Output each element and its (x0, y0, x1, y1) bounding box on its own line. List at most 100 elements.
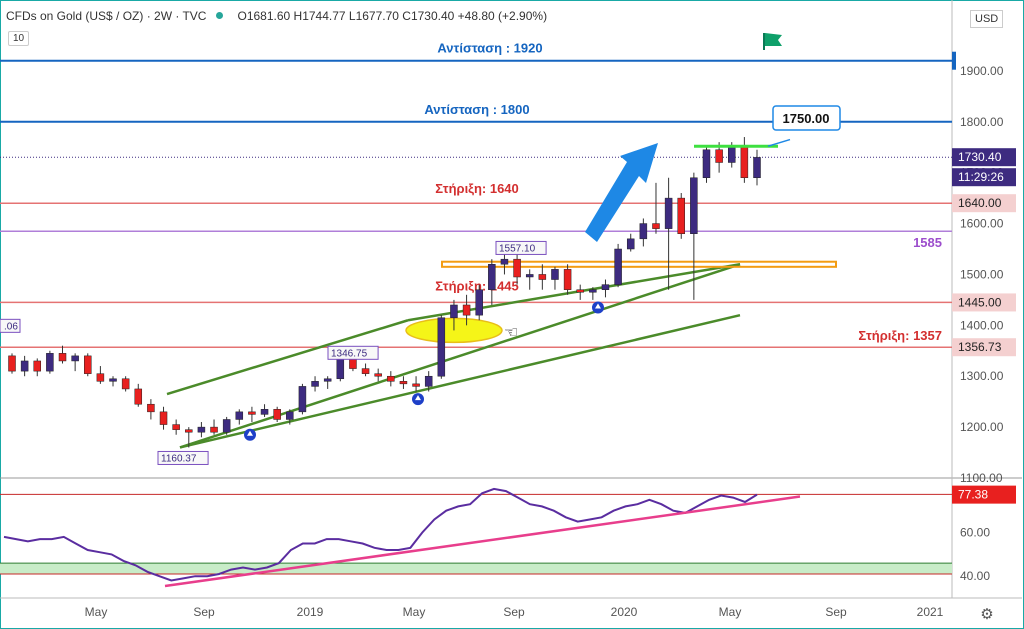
mark-low-box (157, 450, 209, 465)
rsi-tick: 40.00 (960, 569, 990, 583)
candle-body (298, 386, 307, 413)
candle-body (248, 411, 256, 415)
candle-body (286, 411, 294, 420)
time-tick: 2019 (297, 605, 324, 619)
candle-body (58, 353, 67, 362)
candle-body (33, 360, 42, 372)
level-label-1585: 1585 (913, 235, 942, 250)
price-label-box (952, 148, 1016, 167)
symbol-title[interactable]: CFDs on Gold (US$ / OZ) · 2W · TVC (6, 9, 207, 23)
time-tick: May (403, 605, 426, 619)
indicator-badge[interactable]: 10 (8, 31, 30, 46)
candle-body (500, 258, 509, 265)
resistance-label-1800: Αντίσταση : 1800 (424, 102, 529, 117)
price-tick: 1100.00 (960, 471, 1003, 485)
candle-body (626, 238, 635, 250)
candle-body (412, 383, 420, 387)
candle-body (727, 146, 736, 163)
callout-pointer (767, 138, 791, 147)
signal-up-arrow-icon (595, 303, 601, 309)
channel-upper-line (166, 319, 409, 396)
candle-body (424, 375, 433, 387)
resistance-zone-box (441, 260, 837, 268)
candle-body (551, 269, 559, 280)
support-label-1445: Στήριξη: 1445 (435, 278, 519, 293)
price-tick: 1400.00 (960, 318, 1004, 332)
candle-body (361, 368, 370, 374)
support-label-1640: Στήριξη: 1640 (435, 181, 519, 196)
candle-body (46, 353, 54, 372)
time-tick: Sep (825, 605, 847, 619)
rsi-value-box (952, 485, 1016, 504)
rsi-trendline (164, 495, 801, 588)
chart-legend[interactable]: CFDs on Gold (US$ / OZ) · 2W · TVC O1681.… (6, 9, 547, 23)
price-label: 1640.00 (958, 196, 1002, 210)
resistance-label-1920: Αντίσταση : 1920 (437, 41, 542, 56)
candle-body (753, 157, 761, 179)
candle-body (462, 304, 471, 316)
candle-body (437, 317, 446, 377)
candle-body (172, 424, 180, 430)
time-tick: Sep (193, 605, 215, 619)
currency-button[interactable]: USD (970, 10, 1004, 28)
hand-cursor-icon: ☜ (504, 324, 518, 341)
candle-body (488, 264, 496, 290)
candle-body (589, 289, 597, 293)
price-tick: 1900.00 (960, 64, 1004, 78)
candle-body (538, 274, 547, 280)
candle-body (197, 426, 206, 433)
trend-arrow-icon (585, 143, 658, 242)
price-label-box (952, 168, 1016, 187)
mark-left: .06 (4, 321, 18, 332)
candle-body (8, 355, 16, 372)
candle-body (576, 289, 584, 293)
candle-body (235, 411, 244, 420)
candle-body (715, 149, 723, 163)
rsi-oversold-band (0, 563, 952, 574)
price-label: 1730.40 (958, 150, 1002, 164)
price-tick: 1600.00 (960, 217, 1004, 231)
candle-body (222, 419, 231, 433)
price-tick: 1200.00 (960, 420, 1004, 434)
rsi-tick: 60.00 (960, 526, 990, 540)
price-label-box (952, 293, 1016, 312)
resistance-axis-mark (952, 51, 956, 70)
candle-body (159, 411, 168, 425)
price-label: 1445.00 (958, 295, 1002, 309)
candle-body (323, 378, 332, 382)
candle-body (614, 248, 622, 285)
candle-body (84, 355, 92, 374)
candle-body (109, 378, 117, 382)
candle-body (601, 284, 610, 290)
candle-body (147, 403, 155, 413)
candle-body (311, 381, 319, 387)
time-tick: 2021 (917, 605, 944, 619)
candle-body (639, 223, 648, 240)
callout-label: 1750.00 (783, 111, 830, 126)
time-tick: May (719, 605, 742, 619)
candle-body (513, 258, 521, 278)
mark-1346: 1346.75 (331, 348, 368, 359)
candle-body (121, 378, 130, 390)
candle-body (525, 274, 534, 278)
price-label: 11:29:26 (958, 170, 1004, 184)
candle-body (210, 426, 218, 433)
price-tick: 1500.00 (960, 267, 1004, 281)
rsi-line (3, 487, 758, 582)
candle-body (134, 388, 143, 405)
candle-body (740, 146, 749, 179)
candle-body (260, 409, 269, 415)
channel-bottom-line (179, 313, 741, 449)
support-label-1357: Στήριξη: 1357 (858, 328, 942, 343)
flag-icon (765, 33, 782, 46)
time-tick: May (85, 605, 108, 619)
market-status-icon (216, 12, 224, 19)
signal-up-arrow-icon (247, 430, 253, 436)
rsi-value: 77.38 (958, 488, 988, 502)
mark-1557-box (495, 240, 547, 255)
price-tick: 1300.00 (960, 369, 1004, 383)
mark-1557: 1557.10 (499, 243, 536, 254)
mark-left-box (0, 318, 21, 333)
signal-up-arrow-icon (415, 395, 421, 401)
